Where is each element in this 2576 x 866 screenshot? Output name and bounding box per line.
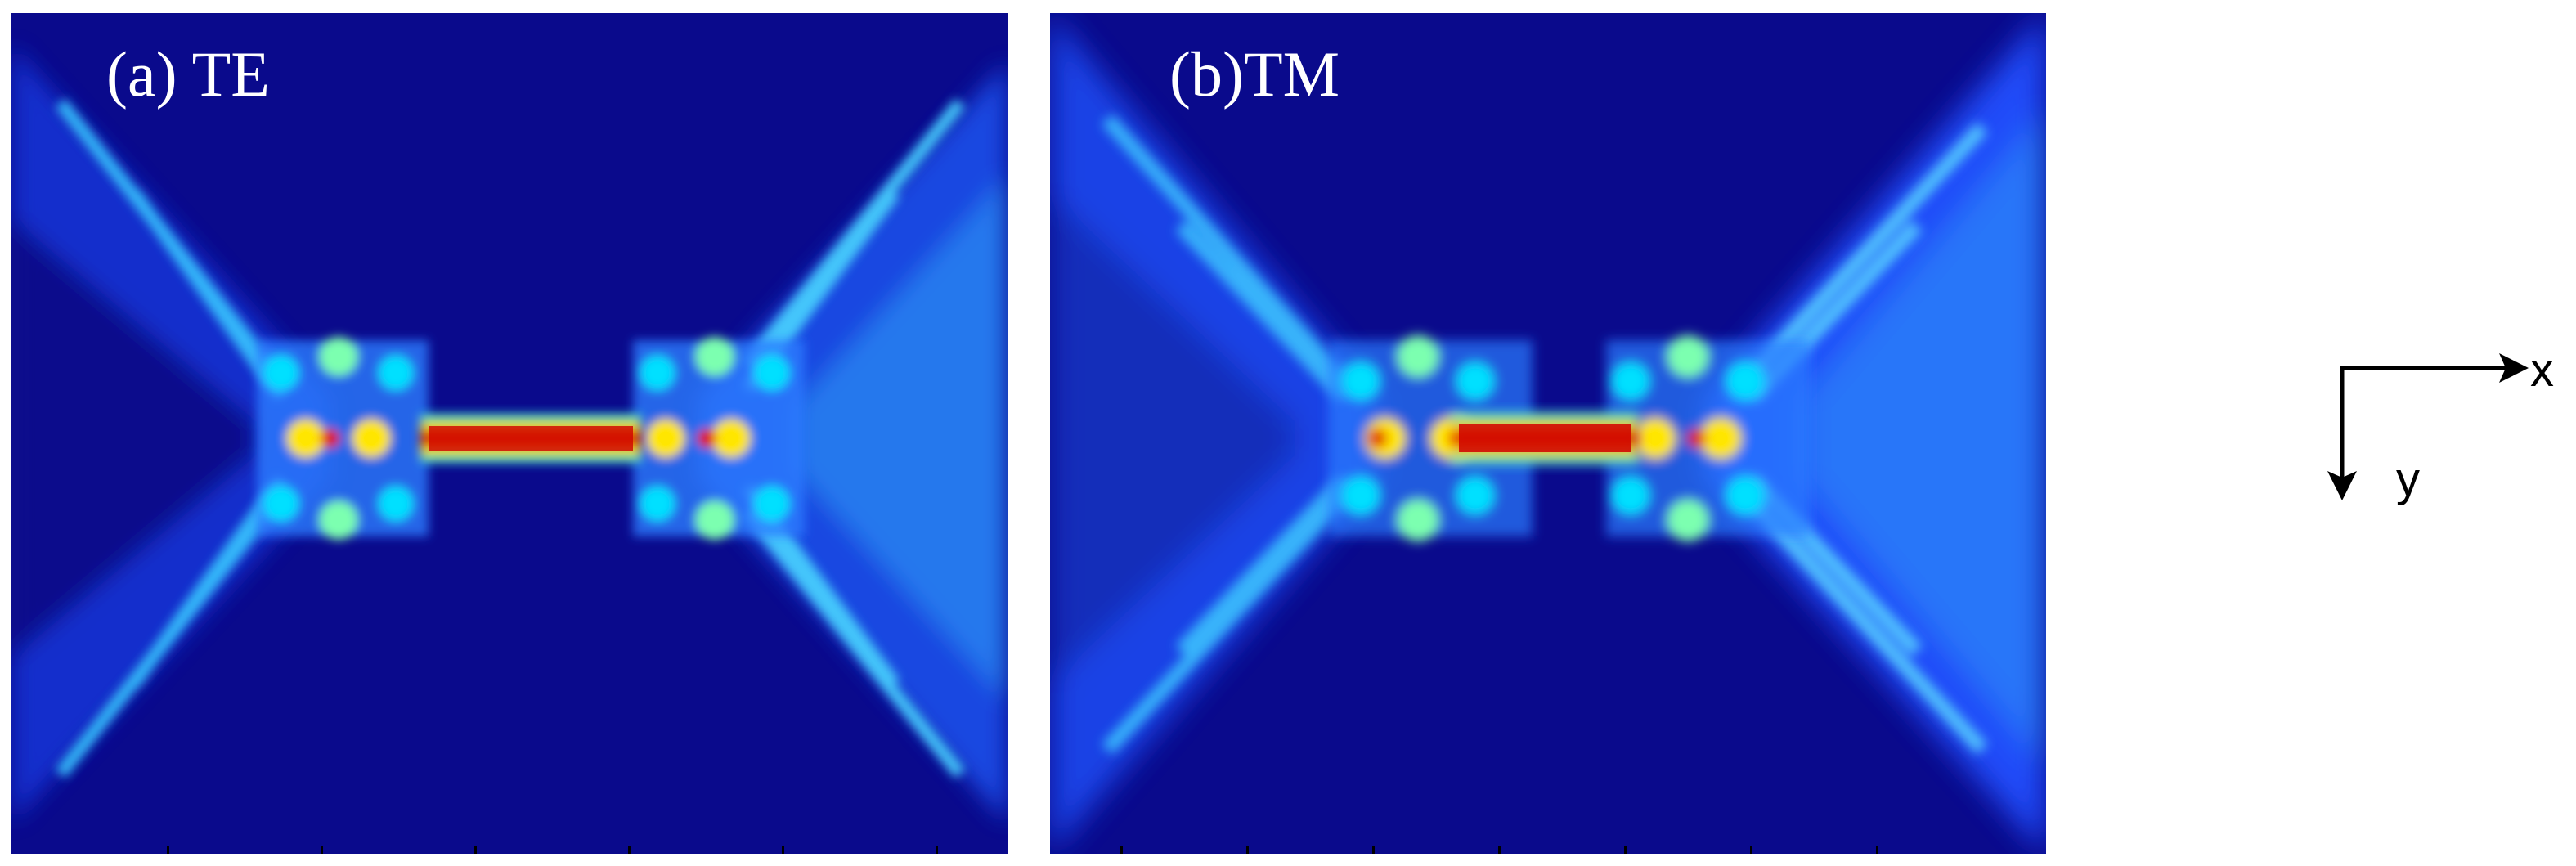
coordinate-axes: x y bbox=[2314, 327, 2560, 540]
tick-mark bbox=[474, 846, 477, 854]
panel-b-ticks bbox=[1050, 844, 2046, 854]
tick-mark bbox=[321, 846, 323, 854]
x-arrowhead-icon bbox=[2499, 353, 2529, 383]
tick-mark bbox=[1246, 846, 1249, 854]
x-axis-label: x bbox=[2530, 343, 2554, 397]
axes-arrows bbox=[2327, 353, 2529, 500]
panel-a-te-field-map: (a) TE bbox=[11, 13, 1008, 854]
tick-mark bbox=[1372, 846, 1375, 854]
tick-mark bbox=[1498, 846, 1501, 854]
y-axis-label: y bbox=[2396, 453, 2420, 506]
te-field-intensity-plot bbox=[11, 13, 1008, 854]
tick-mark bbox=[167, 846, 169, 854]
panel-a-label: (a) TE bbox=[106, 38, 270, 110]
panel-a-ticks bbox=[11, 844, 1008, 854]
tick-mark bbox=[936, 846, 938, 854]
tick-mark bbox=[1876, 846, 1878, 854]
panel-b-label: (b)TM bbox=[1169, 38, 1340, 110]
y-arrowhead-icon bbox=[2327, 471, 2357, 500]
tick-mark bbox=[782, 846, 784, 854]
tm-field-intensity-plot bbox=[1050, 13, 2046, 854]
tick-mark bbox=[628, 846, 631, 854]
tick-mark bbox=[1624, 846, 1627, 854]
panel-b-tm-field-map: (b)TM bbox=[1050, 13, 2046, 854]
tick-mark bbox=[1120, 846, 1123, 854]
tick-mark bbox=[1750, 846, 1752, 854]
